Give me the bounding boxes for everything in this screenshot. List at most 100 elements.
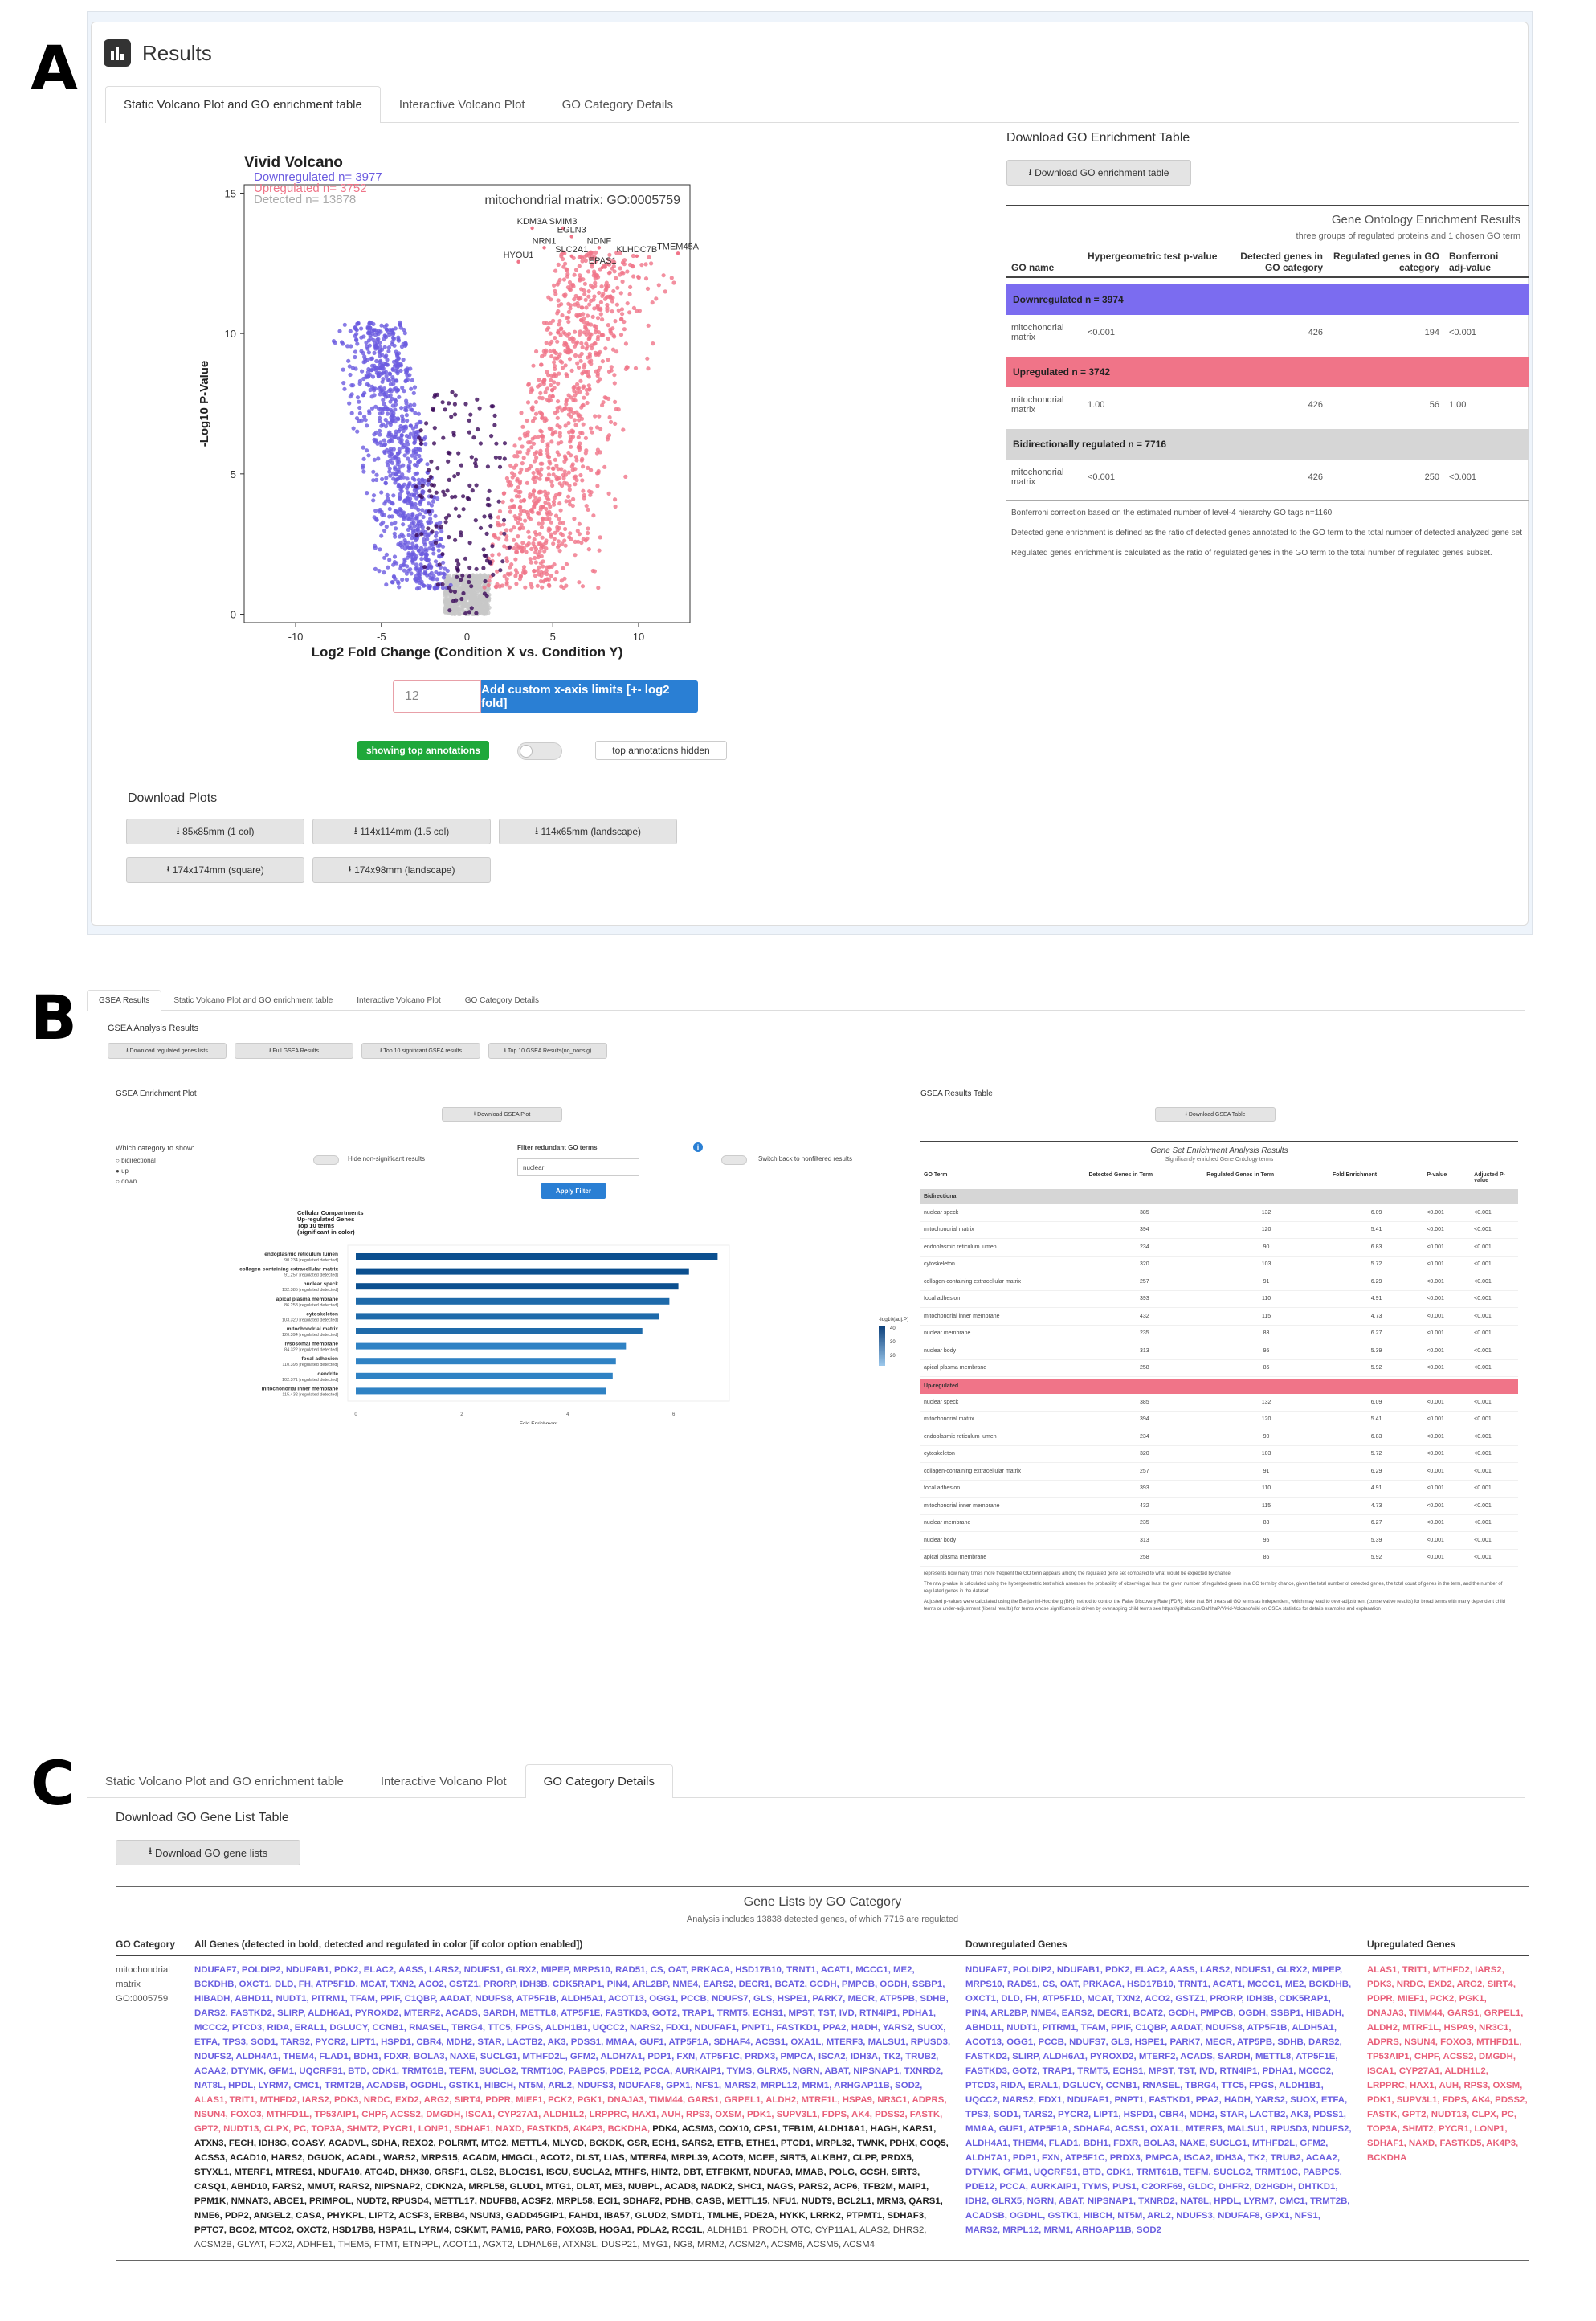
annotations-toggle[interactable]: [517, 742, 562, 760]
tab-static-volcano[interactable]: Static Volcano Plot and GO enrichment ta…: [105, 1775, 344, 1788]
info-icon[interactable]: i: [693, 1142, 703, 1152]
volcano-point: [402, 425, 406, 430]
volcano-point: [431, 406, 435, 411]
volcano-point: [582, 292, 587, 296]
gsea-table-row: endoplasmic reticulum lumen 234 90 6.83 <0.0…: [920, 1239, 1518, 1257]
volcano-point: [597, 548, 602, 553]
volcano-point: [463, 402, 468, 407]
tab-static-volcano[interactable]: Static Volcano Plot and GO enrichment ta…: [173, 996, 333, 1005]
volcano-point: [459, 596, 464, 602]
volcano-point: [586, 526, 590, 531]
volcano-point: [613, 504, 618, 509]
volcano-point: [580, 345, 585, 349]
dl-114x65-button[interactable]: ⭳ 114x65mm (landscape): [499, 819, 677, 844]
volcano-point: [351, 383, 356, 388]
volcano-point: [506, 479, 511, 484]
volcano-point: [376, 407, 382, 411]
dl-114mm-button[interactable]: ⭳ 114x114mm (1.5 col): [312, 819, 491, 844]
volcano-point: [461, 582, 466, 586]
panel-a-tabs: Static Volcano Plot and GO enrichment ta…: [105, 86, 1519, 123]
gene-annotation-label: SMIM3: [549, 217, 578, 227]
volcano-point: [555, 339, 560, 344]
radio-down[interactable]: ○ down: [116, 1178, 137, 1185]
volcano-point: [450, 594, 455, 599]
xlim-input[interactable]: 12: [393, 680, 481, 713]
volcano-point: [384, 582, 389, 587]
volcano-point: [502, 441, 508, 446]
volcano-point: [649, 261, 654, 266]
hide-nonsig-toggle[interactable]: [313, 1155, 339, 1165]
volcano-point: [546, 526, 551, 531]
volcano-point: [402, 538, 407, 543]
gsea-cell: 393: [1140, 1485, 1149, 1492]
gsea-cell: 110: [1261, 1485, 1271, 1492]
volcano-point: [392, 336, 397, 341]
xlim-button[interactable]: Add custom x-axis limits [+- log2 fold]: [481, 680, 698, 713]
gsea-table-row: mitochondrial inner membrane 432 115 4.73 <0…: [920, 1498, 1518, 1515]
volcano-point: [437, 562, 442, 567]
download-go-gene-lists-button[interactable]: ⭳ Download GO gene lists: [116, 1840, 300, 1865]
tab-interactive-volcano[interactable]: Interactive Volcano Plot: [380, 1775, 507, 1788]
download-gsea-plot-button[interactable]: ⭳ Download GSEA Plot: [442, 1107, 562, 1122]
volcano-point: [478, 441, 483, 446]
volcano-point: [398, 563, 403, 569]
volcano-point: [435, 543, 440, 548]
volcano-point: [482, 585, 487, 590]
switch-nonfiltered-toggle[interactable]: [721, 1155, 747, 1165]
download-icon: ⭳: [126, 1047, 130, 1053]
tab-static-volcano[interactable]: Static Volcano Plot and GO enrichment ta…: [105, 86, 381, 123]
volcano-point: [436, 548, 441, 553]
volcano-point: [342, 386, 347, 391]
volcano-point: [427, 501, 431, 506]
volcano-point: [573, 553, 578, 558]
volcano-point: [567, 499, 572, 504]
tab-go-category[interactable]: GO Category Details: [464, 996, 540, 1005]
volcano-point: [643, 276, 649, 281]
tab-interactive-volcano[interactable]: Interactive Volcano Plot: [398, 98, 525, 112]
volcano-point: [384, 374, 389, 378]
volcano-point: [496, 552, 501, 557]
volcano-point: [548, 321, 553, 325]
volcano-point: [373, 328, 378, 333]
dl-174x98-button[interactable]: ⭳ 174x98mm (landscape): [312, 857, 491, 883]
volcano-point: [563, 292, 568, 297]
volcano-point: [418, 551, 423, 557]
dl-174mm-button[interactable]: ⭳ 174x174mm (square): [126, 857, 304, 883]
volcano-point: [526, 382, 531, 387]
volcano-point: [604, 286, 609, 292]
tab-interactive-volcano[interactable]: Interactive Volcano Plot: [357, 996, 441, 1005]
volcano-point: [406, 442, 410, 447]
radio-up[interactable]: ● up: [116, 1167, 129, 1175]
volcano-point: [373, 366, 378, 370]
volcano-point: [459, 533, 463, 538]
volcano-point: [556, 381, 561, 386]
volcano-point: [381, 377, 386, 382]
dl-top10-nonsig-button[interactable]: ⭳ Top 10 GSEA Results(no_nonsig): [488, 1043, 607, 1059]
volcano-point: [571, 411, 576, 415]
gsea-cell: <0.001: [1427, 1365, 1444, 1371]
volcano-point: [545, 370, 549, 374]
tab-gsea-results[interactable]: GSEA Results: [87, 990, 162, 1011]
apply-filter-button[interactable]: Apply Filter: [541, 1183, 606, 1199]
tab-go-category[interactable]: GO Category Details: [561, 98, 673, 112]
volcano-point: [524, 468, 529, 472]
volcano-point: [533, 399, 539, 405]
gene-annotation-point: [635, 254, 639, 259]
volcano-point: [386, 349, 391, 353]
dl-regulated-genes-button[interactable]: ⭳ Download regulated genes lists: [108, 1043, 227, 1059]
gsea-cell: <0.001: [1474, 1227, 1492, 1233]
volcano-point: [425, 537, 430, 541]
download-go-table-button[interactable]: ⭳ Download GO enrichment table: [1006, 160, 1191, 186]
tab-go-category[interactable]: GO Category Details: [525, 1764, 673, 1798]
dl-85mm-button[interactable]: ⭳ 85x85mm (1 col): [126, 819, 304, 844]
volcano-point: [606, 336, 610, 341]
filter-input[interactable]: nuclear: [517, 1158, 639, 1176]
radio-bidirectional[interactable]: ○ bidirectional: [116, 1157, 156, 1164]
volcano-point: [412, 552, 417, 557]
volcano-point: [574, 458, 579, 463]
download-gsea-table-button[interactable]: ⭳ Download GSEA Table: [1155, 1107, 1276, 1122]
dl-top10-button[interactable]: ⭳ Top 10 significant GSEA results: [361, 1043, 480, 1059]
dl-full-gsea-button[interactable]: ⭳ Full GSEA Results: [235, 1043, 353, 1059]
volcano-point: [598, 377, 602, 382]
